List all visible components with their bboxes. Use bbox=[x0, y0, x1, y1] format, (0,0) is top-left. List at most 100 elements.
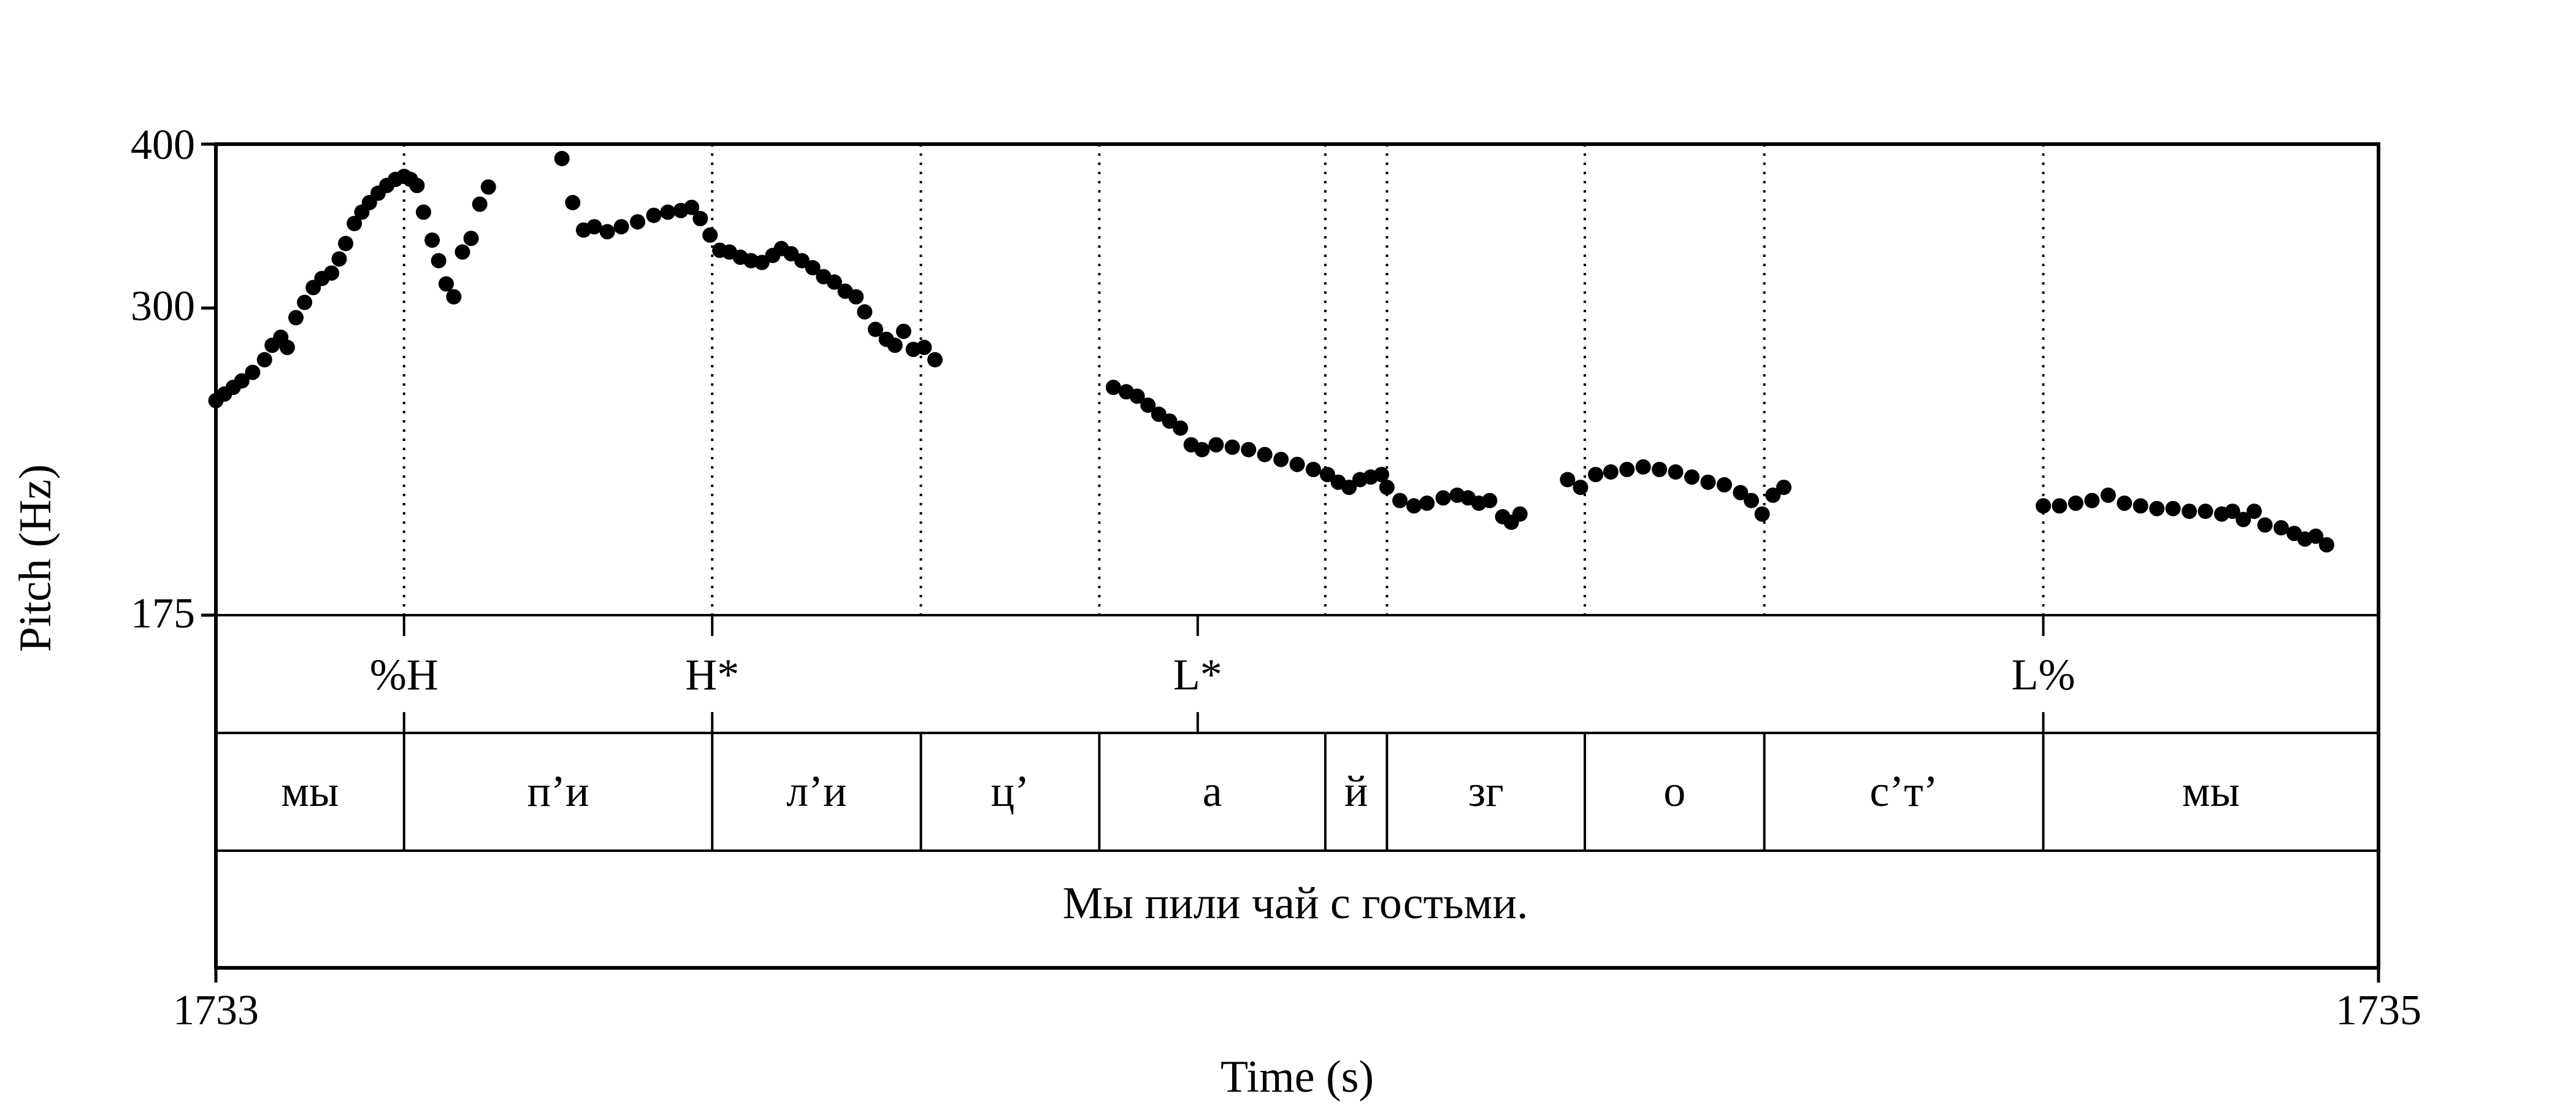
pitch-point bbox=[1341, 480, 1357, 496]
segment-label: мы bbox=[281, 767, 339, 816]
pitch-points bbox=[208, 151, 2334, 553]
pitch-point bbox=[1241, 442, 1257, 458]
tone-label: L% bbox=[2011, 650, 2075, 699]
pitch-point bbox=[867, 321, 883, 337]
pitch-point bbox=[916, 339, 932, 355]
pitch-point bbox=[1224, 439, 1240, 455]
pitch-point bbox=[805, 260, 821, 275]
pitch-point bbox=[1374, 467, 1389, 483]
pitch-point bbox=[1603, 464, 1619, 480]
pitch-point bbox=[2308, 528, 2324, 544]
segment-label: зг bbox=[1468, 767, 1504, 816]
pitch-point bbox=[2052, 498, 2068, 514]
segment-label: ц’ bbox=[991, 767, 1030, 816]
pitch-point bbox=[857, 304, 873, 320]
pitch-point bbox=[409, 177, 425, 193]
y-tick-label: 300 bbox=[131, 283, 195, 330]
pitch-point bbox=[2257, 517, 2273, 533]
pitch-point bbox=[331, 251, 347, 267]
pitch-point bbox=[1419, 495, 1435, 511]
plot-frame bbox=[201, 142, 2380, 983]
pitch-point bbox=[1305, 461, 1321, 477]
pitch-point bbox=[613, 219, 629, 235]
segment-label: а bbox=[1203, 767, 1222, 816]
y-axis-title: Pitch (Hz) bbox=[10, 464, 61, 652]
pitch-point bbox=[1733, 485, 1749, 500]
pitch-point bbox=[1289, 456, 1305, 472]
pitch-point bbox=[1392, 493, 1408, 508]
pitch-point bbox=[586, 219, 602, 235]
pitch-point bbox=[1140, 397, 1156, 413]
pitch-point bbox=[1257, 447, 1273, 462]
segment-label: п’и bbox=[527, 767, 589, 816]
segment-label: о bbox=[1663, 767, 1685, 816]
x-tick-label: 1735 bbox=[2336, 987, 2421, 1034]
pitch-point bbox=[2236, 512, 2252, 527]
pitch-point bbox=[1173, 420, 1189, 436]
y-tick-label: 175 bbox=[131, 590, 195, 637]
pitch-point bbox=[1573, 480, 1589, 496]
pitch-point bbox=[2068, 495, 2083, 511]
pitch-point bbox=[1273, 451, 1289, 467]
y-tick-label: 400 bbox=[131, 121, 195, 169]
pitch-point bbox=[887, 337, 903, 353]
pitch-point bbox=[338, 236, 354, 251]
pitch-point bbox=[1129, 388, 1145, 404]
pitch-point bbox=[2165, 500, 2181, 516]
segment-label: с’т’ bbox=[1869, 767, 1938, 816]
pitch-point bbox=[1208, 437, 1224, 453]
pitch-point bbox=[2117, 495, 2133, 511]
pitch-point bbox=[1379, 480, 1395, 496]
pitch-point bbox=[848, 289, 864, 305]
pitch-point bbox=[2198, 504, 2214, 519]
pitch-point bbox=[288, 310, 304, 326]
pitch-point bbox=[692, 210, 708, 226]
sentence-label: Мы пили чай с гостьми. bbox=[1063, 878, 1528, 929]
pitch-point bbox=[2318, 537, 2334, 553]
segment-label: л’и bbox=[786, 767, 846, 816]
pitch-point bbox=[439, 276, 454, 292]
pitch-point bbox=[794, 253, 810, 269]
segment-tier: мы п’и л’и ц’ а й зг о с’т’ мы bbox=[281, 733, 2240, 851]
pitch-point bbox=[472, 196, 488, 212]
pitch-point bbox=[1105, 380, 1121, 396]
pitch-point bbox=[245, 364, 261, 380]
pitch-point bbox=[297, 294, 313, 310]
pitch-point bbox=[554, 151, 570, 166]
tone-tier: %H H* L* L% bbox=[370, 615, 2075, 733]
pitch-point bbox=[1754, 506, 1770, 522]
pitch-point bbox=[256, 352, 272, 367]
pitch-point bbox=[1700, 474, 1716, 490]
pitch-point bbox=[446, 289, 462, 305]
pitch-point bbox=[234, 373, 250, 389]
pitch-point bbox=[660, 204, 676, 220]
pitch-point bbox=[1635, 459, 1651, 475]
pitch-point bbox=[431, 253, 447, 269]
pitch-point bbox=[2182, 504, 2197, 519]
pitch-point bbox=[1560, 472, 1576, 488]
tone-label: H* bbox=[685, 650, 739, 699]
pitch-point bbox=[630, 214, 646, 230]
pitch-point bbox=[2100, 487, 2116, 503]
pitch-point bbox=[324, 265, 340, 281]
pitch-point bbox=[1588, 467, 1604, 483]
pitch-point bbox=[1684, 469, 1700, 485]
pitch-point bbox=[895, 323, 911, 339]
pitch-point bbox=[1194, 442, 1210, 458]
tone-label: %H bbox=[370, 650, 439, 699]
pitch-point bbox=[684, 199, 700, 215]
pitch-point bbox=[599, 224, 615, 240]
segment-label: й bbox=[1344, 767, 1368, 816]
pitch-point bbox=[702, 227, 718, 243]
pitch-point bbox=[927, 352, 943, 367]
pitch-point bbox=[1619, 461, 1635, 477]
pitch-point bbox=[2133, 498, 2149, 514]
pitch-point bbox=[424, 232, 440, 248]
pitch-point bbox=[565, 194, 581, 210]
pitch-point bbox=[2225, 504, 2241, 519]
pitch-point bbox=[646, 207, 662, 223]
pitch-point bbox=[1482, 493, 1498, 508]
pitch-point bbox=[480, 179, 496, 195]
pitch-point bbox=[2149, 500, 2165, 516]
